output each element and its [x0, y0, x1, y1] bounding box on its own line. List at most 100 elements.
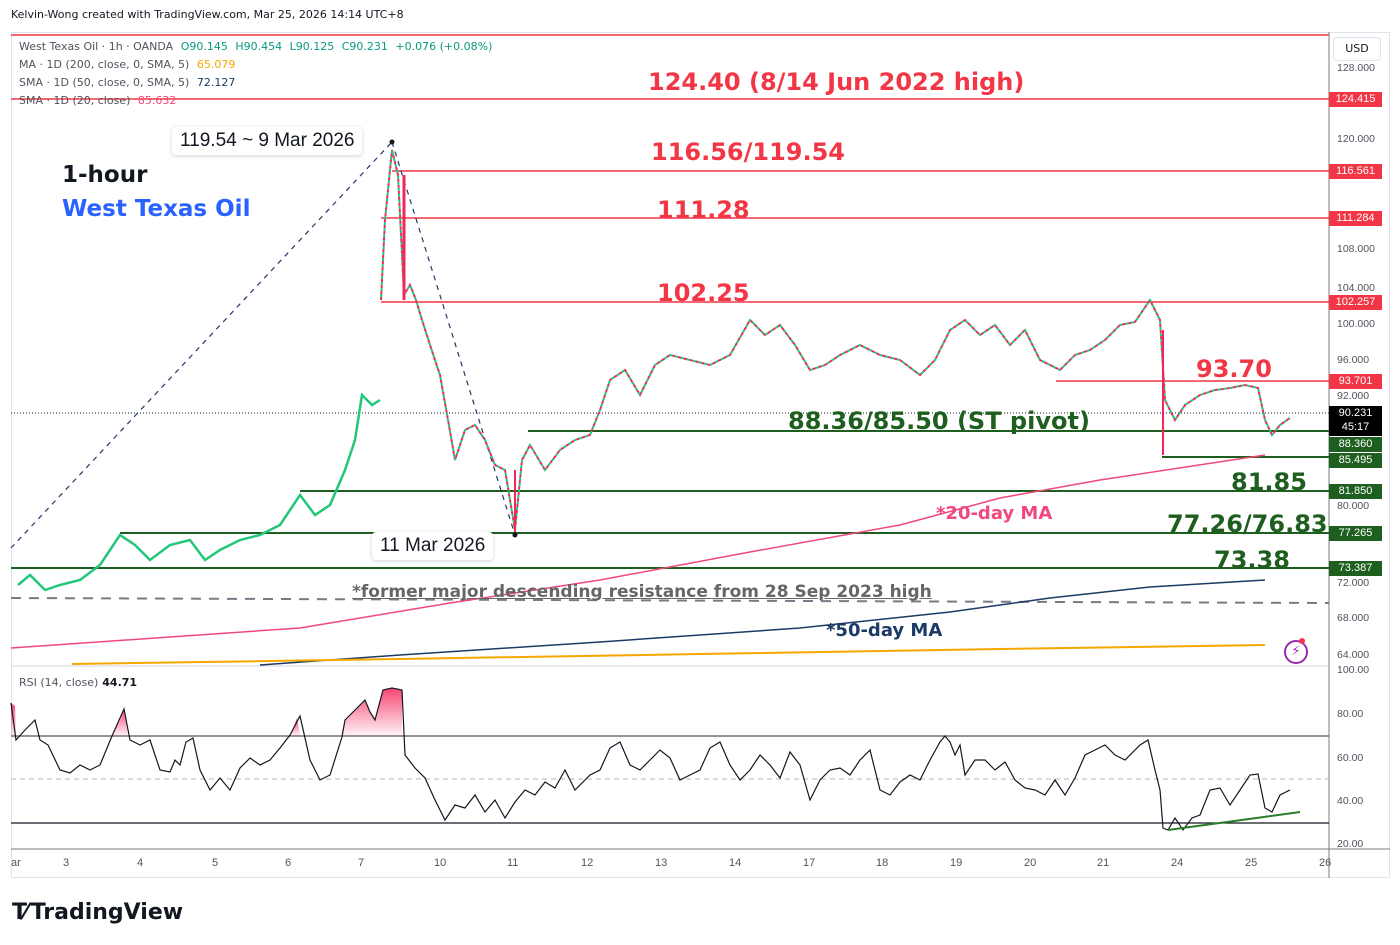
rsi-pane [10, 687, 1329, 832]
rsi-value: 44.71 [102, 676, 138, 689]
axis-tick: 72.000 [1337, 577, 1370, 589]
trough-callout: 11 Mar 2026 [372, 532, 494, 560]
rsi-legend[interactable]: RSI (14, close) 44.71 [19, 676, 137, 689]
sma20-label: SMA · 1D (20, close) [19, 94, 131, 107]
rsi-tick: 20.00 [1337, 838, 1364, 850]
sma50-value: 72.127 [196, 76, 236, 89]
ohlc-high: H90.454 [235, 40, 283, 53]
axis-tick: 80.000 [1337, 500, 1370, 512]
price-series [17, 149, 1291, 592]
trendline-note: *former major descending resistance from… [352, 582, 932, 602]
time-tick: 5 [212, 857, 219, 869]
axis-tick: 104.000 [1337, 282, 1375, 294]
time-tick: 19 [950, 857, 963, 869]
current-price: 90.231 [1338, 407, 1373, 419]
ohlc-change: +0.076 (+0.08%) [395, 40, 493, 53]
symbol-legend[interactable]: West Texas Oil · 1h · OANDA O90.145 H90.… [19, 40, 492, 53]
current-price-tag: 90.231 45:17 [1329, 406, 1382, 436]
axis-tick: 96.000 [1337, 354, 1370, 366]
sma50-line [259, 579, 1266, 666]
level-77-label: 77.26/76.83 [1167, 510, 1328, 538]
level-81-label: 81.85 [1231, 468, 1307, 496]
time-tick: 18 [876, 857, 889, 869]
chart-frame[interactable] [11, 32, 1390, 878]
price-tag-85: 85.495 [1329, 453, 1382, 468]
time-tick: 13 [655, 857, 668, 869]
axis-tick: 120.000 [1337, 133, 1375, 145]
ma200-value: 65.079 [196, 58, 236, 71]
axis-tick: 100.000 [1337, 318, 1375, 330]
rsi-tick: 60.00 [1337, 752, 1364, 764]
price-tag-73: 73.387 [1329, 561, 1382, 576]
axis-tick: 108.000 [1337, 243, 1375, 255]
rsi-line [10, 687, 1291, 832]
ma20-note: *20-day MA [936, 503, 1053, 524]
ma200-label: MA · 1D (200, close, 0, SMA, 5) [19, 58, 190, 71]
time-tick: 25 [1245, 857, 1258, 869]
time-tick: 17 [803, 857, 816, 869]
sma20-legend[interactable]: SMA · 1D (20, close) 85.632 [19, 94, 176, 107]
tradingview-logo[interactable]: T⁄ TradingView [12, 900, 183, 925]
peak-callout: 119.54 ~ 9 Mar 2026 [172, 127, 363, 155]
price-tag-111: 111.284 [1329, 211, 1382, 226]
sma50-legend[interactable]: SMA · 1D (50, close, 0, SMA, 5) 72.127 [19, 76, 235, 89]
rsi-label: RSI (14, close) [19, 676, 99, 689]
level-124-label: 124.40 (8/14 Jun 2022 high) [648, 68, 1025, 96]
rsi-tick: 100.00 [1337, 664, 1370, 676]
price-tag-102: 102.257 [1329, 295, 1382, 310]
price-tag-93: 93.701 [1329, 374, 1382, 389]
tradingview-mark-icon: T⁄ [12, 900, 28, 925]
axis-tick: 92.000 [1337, 390, 1370, 402]
price-tag-88: 88.360 [1329, 437, 1382, 452]
price-tag-116: 116.561 [1329, 164, 1382, 179]
chart-credit: Kelvin-Wong created with TradingView.com… [11, 8, 404, 21]
time-tick: 10 [434, 857, 447, 869]
axis-tick: 128.000 [1337, 62, 1375, 74]
axis-tick: 64.000 [1337, 649, 1370, 661]
alert-lightning-icon[interactable]: ⚡ [1284, 640, 1308, 664]
level-93-label: 93.70 [1196, 355, 1272, 383]
brand-name: TradingView [30, 900, 184, 925]
time-tick: 24 [1171, 857, 1184, 869]
time-tick: 3 [63, 857, 70, 869]
resistance-lines [11, 34, 1329, 382]
symbol-name: West Texas Oil · 1h · OANDA [19, 40, 174, 53]
ohlc-open: O90.145 [180, 40, 228, 53]
level-73-label: 73.38 [1214, 546, 1290, 574]
notification-dot-icon [1299, 638, 1305, 644]
level-102-label: 102.25 [657, 279, 750, 307]
timeframe-title: 1-hour [62, 162, 148, 188]
time-tick: 20 [1024, 857, 1037, 869]
price-tag-124: 124.415 [1329, 92, 1382, 107]
sma20-line [10, 454, 1266, 649]
pivot-label: 88.36/85.50 (ST pivot) [788, 407, 1090, 435]
level-116-label: 116.56/119.54 [651, 138, 845, 166]
time-tick: 11 [507, 857, 519, 869]
support-lines [11, 430, 1329, 569]
ohlc-low: L90.125 [289, 40, 335, 53]
price-tag-81: 81.850 [1329, 484, 1382, 499]
time-tick: ar [11, 857, 21, 869]
level-111-label: 111.28 [657, 196, 750, 224]
rsi-tick: 40.00 [1337, 795, 1364, 807]
time-tick: 6 [285, 857, 292, 869]
ohlc-close: C90.231 [341, 40, 388, 53]
time-tick: 26 [1319, 857, 1332, 869]
time-tick: 14 [729, 857, 742, 869]
currency-button[interactable]: USD [1333, 37, 1381, 61]
rsi-tick: 80.00 [1337, 708, 1364, 720]
bar-countdown: 45:17 [1341, 421, 1370, 433]
sma50-label: SMA · 1D (50, close, 0, SMA, 5) [19, 76, 190, 89]
ma50-note: *50-day MA [826, 620, 943, 641]
axis-tick: 68.000 [1337, 612, 1370, 624]
time-tick: 4 [137, 857, 144, 869]
ma200-line [71, 644, 1266, 665]
time-tick: 12 [581, 857, 594, 869]
price-tag-77: 77.265 [1329, 526, 1382, 541]
ma200-legend[interactable]: MA · 1D (200, close, 0, SMA, 5) 65.079 [19, 58, 235, 71]
time-tick: 21 [1097, 857, 1110, 869]
sma20-value: 85.632 [137, 94, 177, 107]
instrument-title: West Texas Oil [62, 196, 251, 222]
time-tick: 7 [358, 857, 365, 869]
